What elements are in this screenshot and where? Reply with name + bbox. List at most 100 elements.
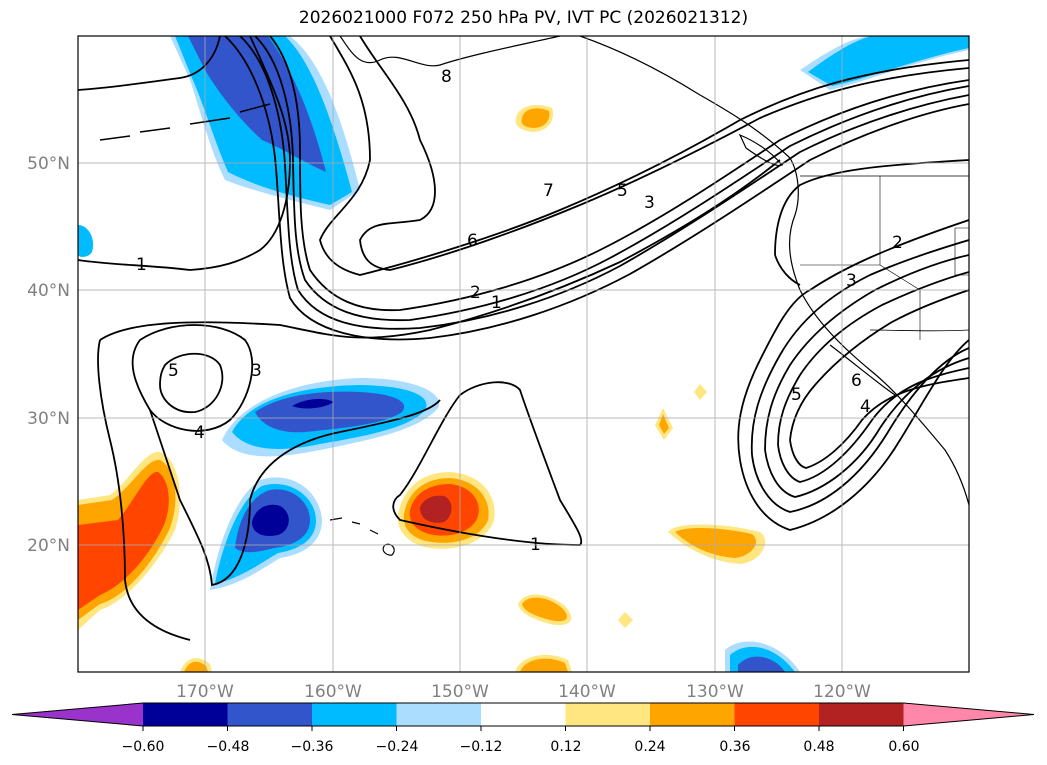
lon-label: 120°W: [813, 682, 871, 702]
colorbar-tick-label: 0.12: [550, 739, 581, 755]
contour-western-1: [78, 36, 221, 91]
colorbar-tick-label: −0.60: [122, 739, 165, 755]
contour-label: 8: [441, 67, 452, 87]
us-mexico-border: [869, 329, 969, 332]
positive-anomaly-small-1-orange: [659, 414, 669, 434]
lat-label: 40°N: [27, 281, 70, 301]
contour-label: 5: [791, 385, 802, 405]
contour-east-5: [764, 254, 969, 451]
colorbar-swatch: [227, 703, 313, 726]
contour-ne-1: [774, 254, 801, 286]
contour-east-1: [737, 219, 969, 461]
colorbar-ticks: −0.60 −0.48 −0.36 −0.24 −0.12 0.12 0.24 …: [122, 739, 920, 755]
contour-label: 1: [491, 293, 502, 313]
contour-west-down: [97, 339, 191, 641]
contour-label: 5: [617, 181, 628, 201]
contour-east-8: [777, 367, 969, 483]
colorbar-tick-label: 0.48: [803, 739, 834, 755]
colorbar-swatch: [312, 703, 397, 726]
contour-east-inner: [789, 289, 969, 469]
contour-loop-1: [131, 324, 254, 432]
positive-anomaly-south-spot-orange: [522, 597, 567, 622]
positive-anomaly-small-2: [694, 384, 707, 400]
contour-label: 3: [846, 271, 857, 291]
colorbar-swatch: [143, 703, 228, 726]
contour-trough-1: [269, 36, 969, 312]
state-border-1: [800, 176, 881, 266]
colorbar-extend-low: [12, 703, 143, 726]
colorbar-swatch: [396, 703, 482, 726]
contour-trough-2: [254, 36, 969, 322]
map-area: 8 7 5 3 6 2 1 1 5 3 4 1 2 3 6 4 5: [78, 36, 969, 672]
negative-anomaly-central-blue: [255, 391, 405, 433]
colorbar-swatch: [819, 703, 904, 726]
negative-anomaly-ne-cyan: [808, 36, 969, 86]
contour-label: 2: [470, 283, 481, 303]
contour-big-loop: [99, 159, 781, 341]
contour-outer-1: [78, 36, 291, 271]
colorbar-tick-label: −0.12: [460, 739, 503, 755]
lon-label: 150°W: [431, 682, 489, 702]
contour-east-3: [750, 239, 969, 456]
lon-label: 140°W: [558, 682, 616, 702]
negative-anomaly-west-edge: [78, 225, 94, 257]
lat-label: 30°N: [27, 409, 70, 429]
contour-label: 5: [168, 361, 179, 381]
colorbar: −0.60 −0.48 −0.36 −0.24 −0.12 0.12 0.24 …: [11, 702, 1035, 755]
gridlines: [78, 36, 969, 672]
colorbar-swatch: [565, 703, 651, 726]
contour-label: 7: [543, 181, 554, 201]
colorbar-tick-label: −0.36: [291, 739, 334, 755]
colorbar-extend-high: [903, 703, 1034, 726]
colorbar-swatch: [481, 703, 566, 726]
contour-label: 4: [860, 397, 871, 417]
state-border-3: [954, 227, 969, 276]
baja-coast: [829, 344, 896, 396]
contour-label: 4: [194, 423, 205, 443]
longitude-labels: 170°W 160°W 150°W 140°W 130°W 120°W: [176, 682, 871, 702]
map-title: 2026021000 F072 250 hPa PV, IVT PC (2026…: [298, 8, 749, 28]
colorbar-swatch: [734, 703, 820, 726]
contour-trough-4: [224, 36, 969, 341]
contour-jet-1: [319, 36, 969, 276]
north-america-west-coast: [579, 36, 969, 506]
negative-anomaly-se-blue: [738, 656, 785, 672]
contour-label: 6: [467, 231, 478, 251]
positive-anomaly-bottom-orange: [520, 658, 568, 672]
positive-anomaly-gulf-orange: [521, 108, 550, 128]
lat-label: 50°N: [27, 154, 70, 174]
negative-anomaly-central-core: [292, 398, 334, 409]
contour-label: 3: [251, 361, 262, 381]
lon-label: 170°W: [176, 682, 234, 702]
contour-label: 3: [644, 193, 655, 213]
positive-anomaly-bottom-left-orange: [184, 661, 208, 672]
lon-label: 160°W: [304, 682, 362, 702]
contour-lines: [78, 36, 969, 641]
negative-anomaly-south-core: [252, 504, 289, 536]
colorbar-swatches: [11, 702, 1035, 731]
contour-label: 1: [136, 255, 147, 275]
latitude-labels: 50°N 40°N 30°N 20°N: [27, 154, 70, 556]
contour-jet-2: [359, 36, 969, 271]
colorbar-tick-label: 0.36: [719, 739, 750, 755]
hawaii-islands: [329, 517, 395, 556]
aleutian-islands: [99, 103, 271, 141]
colorbar-tick-label: 0.60: [888, 739, 919, 755]
lat-label: 20°N: [27, 536, 70, 556]
contour-central-basin: [149, 399, 441, 587]
contour-east-7: [777, 271, 969, 446]
positive-anomaly-central-core: [420, 495, 452, 523]
vancouver-island: [738, 133, 783, 167]
contour-label: 2: [892, 233, 903, 253]
alaska-coast: [339, 36, 561, 67]
colorbar-swatch: [650, 703, 735, 726]
contour-canada: [774, 159, 969, 256]
colorbar-tick-label: −0.48: [207, 739, 250, 755]
map-frame: [77, 35, 970, 673]
lon-label: 130°W: [686, 682, 744, 702]
positive-anomaly-small-3: [618, 612, 633, 628]
colorbar-tick-label: 0.24: [634, 739, 665, 755]
contour-label: 6: [851, 371, 862, 391]
colorbar-tick-label: −0.24: [376, 739, 419, 755]
